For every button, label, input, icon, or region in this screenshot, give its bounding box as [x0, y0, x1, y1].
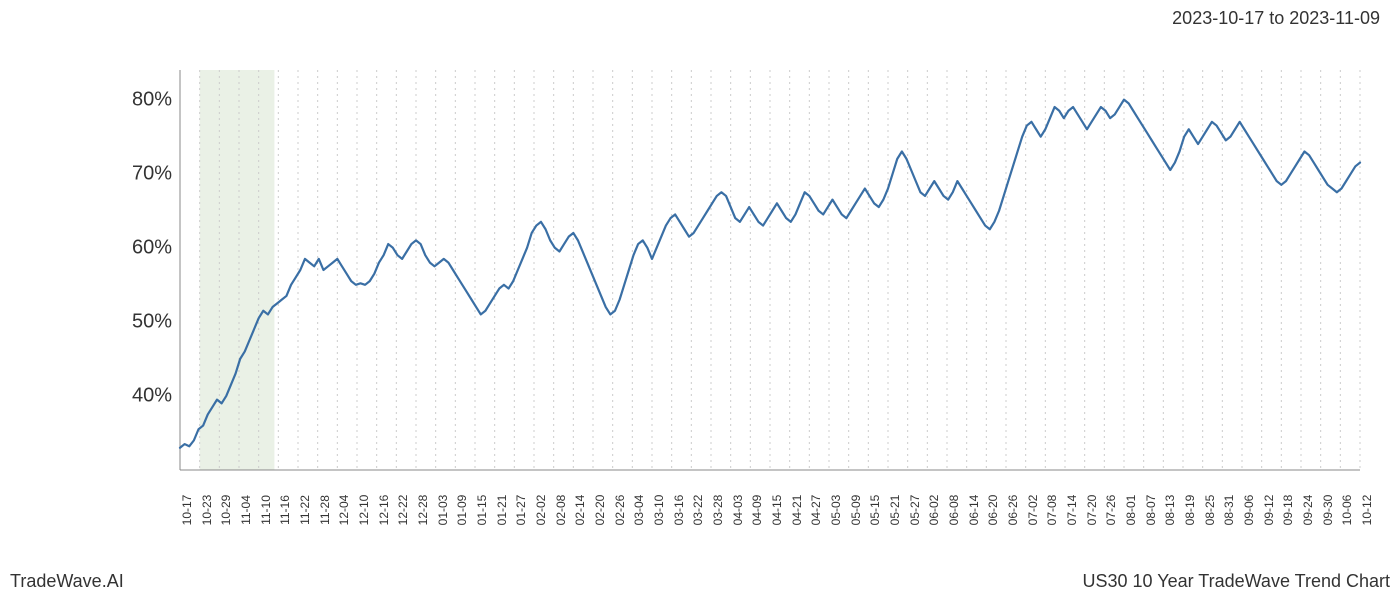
- brand-label: TradeWave.AI: [10, 571, 124, 592]
- x-tick-label: 05-21: [888, 495, 902, 526]
- x-tick-label: 08-13: [1163, 495, 1177, 526]
- x-tick-label: 10-12: [1360, 495, 1374, 526]
- x-tick-label: 01-15: [475, 495, 489, 526]
- x-tick-label: 11-22: [298, 495, 312, 525]
- y-tick-label: 60%: [102, 236, 172, 259]
- y-tick-label: 40%: [102, 384, 172, 407]
- x-tick-label: 06-02: [927, 495, 941, 526]
- x-tick-label: 02-26: [613, 495, 627, 526]
- x-tick-label: 11-28: [318, 495, 332, 525]
- x-tick-label: 04-03: [731, 495, 745, 526]
- x-tick-label: 08-19: [1183, 495, 1197, 526]
- x-tick-label: 09-06: [1242, 495, 1256, 526]
- x-tick-label: 03-10: [652, 495, 666, 526]
- x-tick-label: 12-22: [396, 495, 410, 526]
- x-tick-label: 01-27: [514, 495, 528, 526]
- x-tick-label: 08-07: [1144, 495, 1158, 526]
- x-tick-label: 10-29: [219, 495, 233, 526]
- x-tick-label: 12-16: [377, 495, 391, 526]
- x-tick-label: 07-20: [1085, 495, 1099, 526]
- x-tick-label: 08-25: [1203, 495, 1217, 526]
- y-tick-label: 50%: [102, 310, 172, 333]
- x-tick-label: 04-27: [809, 495, 823, 526]
- x-tick-label: 08-31: [1222, 495, 1236, 526]
- x-tick-label: 12-28: [416, 495, 430, 526]
- x-tick-label: 07-26: [1104, 495, 1118, 526]
- x-tick-label: 02-20: [593, 495, 607, 526]
- x-tick-label: 02-02: [534, 495, 548, 526]
- x-tick-label: 06-26: [1006, 495, 1020, 526]
- x-tick-label: 04-09: [750, 495, 764, 526]
- x-tick-label: 02-14: [573, 495, 587, 526]
- x-tick-label: 05-27: [908, 495, 922, 526]
- x-tick-label: 02-08: [554, 495, 568, 526]
- x-tick-label: 10-23: [200, 495, 214, 526]
- x-tick-label: 07-08: [1045, 495, 1059, 526]
- x-tick-label: 03-22: [691, 495, 705, 526]
- y-axis: 40% 50% 60% 70% 80%: [100, 70, 180, 470]
- x-tick-label: 10-06: [1340, 495, 1354, 526]
- chart-title: US30 10 Year TradeWave Trend Chart: [1082, 571, 1390, 592]
- chart-plot-area: [180, 70, 1360, 470]
- x-tick-label: 01-21: [495, 495, 509, 526]
- x-tick-label: 07-02: [1026, 495, 1040, 526]
- x-tick-label: 11-04: [239, 495, 253, 525]
- x-tick-label: 12-04: [337, 495, 351, 526]
- x-tick-label: 04-15: [770, 495, 784, 526]
- y-tick-label: 70%: [102, 162, 172, 185]
- x-tick-label: 09-18: [1281, 495, 1295, 526]
- x-tick-label: 01-03: [436, 495, 450, 526]
- x-tick-label: 09-30: [1321, 495, 1335, 526]
- x-tick-label: 04-21: [790, 495, 804, 526]
- x-tick-label: 05-15: [868, 495, 882, 526]
- x-tick-label: 09-12: [1262, 495, 1276, 526]
- x-tick-label: 06-20: [986, 495, 1000, 526]
- x-tick-label: 03-28: [711, 495, 725, 526]
- x-tick-label: 12-10: [357, 495, 371, 526]
- x-tick-label: 03-16: [672, 495, 686, 526]
- x-tick-label: 08-01: [1124, 495, 1138, 526]
- x-tick-label: 05-09: [849, 495, 863, 526]
- x-tick-label: 10-17: [180, 495, 194, 526]
- chart-svg: [180, 70, 1360, 470]
- x-tick-label: 01-09: [455, 495, 469, 526]
- x-tick-label: 11-10: [259, 495, 273, 525]
- x-tick-label: 05-03: [829, 495, 843, 526]
- x-tick-label: 06-08: [947, 495, 961, 526]
- x-tick-label: 11-16: [278, 495, 292, 525]
- y-tick-label: 80%: [102, 88, 172, 111]
- x-axis: 10-17 10-23 10-29 11-04 11-10 11-16 11-22 11-28…: [180, 475, 1360, 555]
- x-tick-label: 03-04: [632, 495, 646, 526]
- x-tick-label: 06-14: [967, 495, 981, 526]
- x-tick-label: 07-14: [1065, 495, 1079, 526]
- date-range-label: 2023-10-17 to 2023-11-09: [1172, 8, 1380, 29]
- x-tick-label: 09-24: [1301, 495, 1315, 526]
